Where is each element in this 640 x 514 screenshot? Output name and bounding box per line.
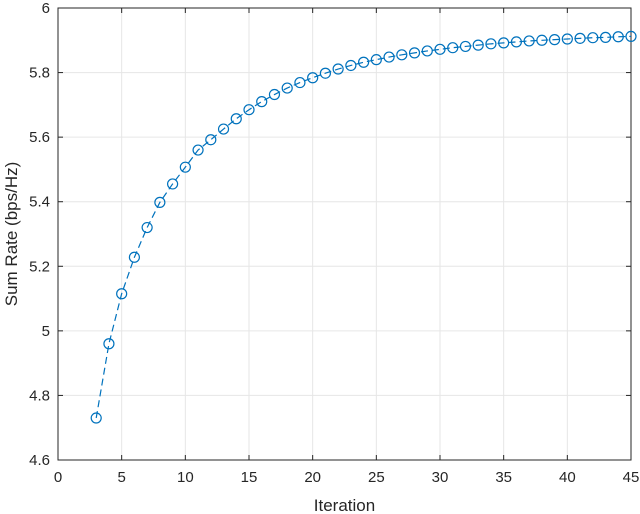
data-point — [472, 39, 484, 51]
data-point — [319, 67, 331, 79]
data-point — [599, 31, 612, 43]
data-point — [447, 42, 459, 54]
data-point — [154, 196, 166, 208]
tick-labels: 0 5 10 15 20 25 30 35 40 45 4.6 4.8 5 5.2 5.4 5.6 5.8 6 — [29, 0, 639, 486]
plot-background — [58, 8, 631, 460]
axes — [57, 7, 632, 461]
x-tick-label: 35 — [495, 469, 512, 486]
y-tick-label: 6 — [42, 0, 50, 17]
data-point — [358, 56, 370, 68]
data-point — [523, 35, 535, 47]
data-point — [167, 178, 179, 190]
data-point — [141, 221, 153, 234]
grid — [58, 8, 631, 460]
data-point — [434, 43, 446, 55]
y-tick-label: 5.2 — [29, 258, 50, 275]
x-tick-label: 0 — [54, 469, 62, 486]
data-point — [408, 47, 421, 59]
x-tick-label: 40 — [559, 469, 576, 486]
data-point — [103, 338, 115, 350]
data-point — [268, 88, 281, 101]
data-point — [370, 54, 382, 66]
data-point — [587, 32, 599, 44]
axes-box — [57, 7, 632, 461]
data-point — [205, 134, 217, 146]
data-point — [498, 37, 510, 49]
y-tick-label: 5 — [42, 323, 50, 340]
data-point — [192, 144, 204, 156]
data-point — [128, 251, 140, 263]
data-point — [294, 76, 306, 89]
data-point — [116, 288, 128, 300]
data-point — [625, 30, 637, 43]
series-layer — [90, 30, 637, 424]
series-line — [95, 35, 632, 419]
y-tick-label: 4.6 — [29, 452, 50, 469]
data-point — [383, 51, 395, 63]
y-tick-label: 5.4 — [29, 194, 50, 211]
data-point — [217, 123, 230, 135]
x-tick-label: 15 — [241, 469, 258, 486]
x-axis-title: Iteration — [314, 496, 375, 514]
data-point — [536, 34, 548, 46]
x-tick-label: 45 — [623, 469, 640, 486]
data-point — [510, 36, 523, 48]
data-point — [561, 33, 573, 45]
data-point — [396, 49, 408, 61]
data-point — [90, 412, 102, 424]
x-tick-label: 20 — [304, 469, 321, 486]
y-tick-label: 5.6 — [29, 129, 50, 146]
x-tick-label: 25 — [368, 469, 385, 486]
data-point — [574, 32, 586, 44]
data-point — [485, 38, 497, 50]
y-tick-label: 5.8 — [29, 65, 50, 82]
data-point — [548, 34, 561, 46]
data-point — [421, 45, 433, 57]
data-point — [612, 31, 624, 43]
data-point — [459, 40, 472, 53]
data-point — [179, 161, 191, 173]
data-point — [243, 104, 255, 116]
data-point — [230, 113, 242, 125]
x-tick-label: 10 — [177, 469, 194, 486]
x-tick-label: 30 — [432, 469, 449, 486]
data-point — [345, 59, 357, 72]
x-tick-label: 5 — [117, 469, 125, 486]
data-point — [307, 72, 319, 84]
y-axis-title: Sum Rate (bps/Hz) — [2, 162, 21, 307]
data-point — [256, 96, 268, 108]
data-point — [281, 82, 293, 94]
y-tick-label: 4.8 — [29, 387, 50, 404]
data-point — [332, 63, 344, 75]
